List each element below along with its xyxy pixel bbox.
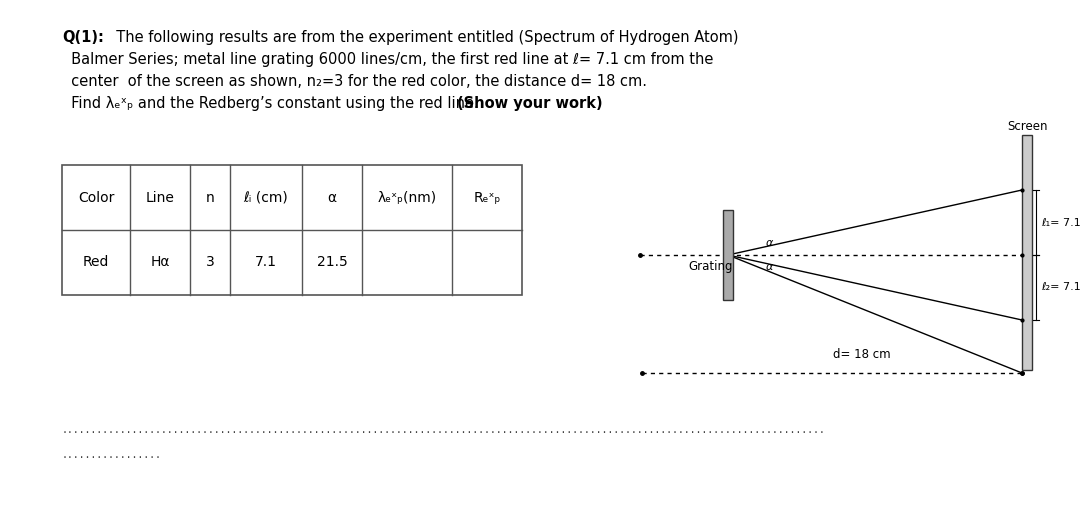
Text: Hα: Hα [150,255,170,270]
Text: α: α [766,238,773,248]
Text: center  of the screen as shown, n₂=3 for the red color, the distance d= 18 cm.: center of the screen as shown, n₂=3 for … [62,74,647,89]
Text: λₑˣₚ(nm): λₑˣₚ(nm) [377,191,436,204]
Text: 7.1: 7.1 [255,255,276,270]
Text: α: α [327,191,337,204]
Text: Color: Color [78,191,114,204]
Bar [62,165,522,295]
Bar [1022,135,1032,370]
Text: ................................................................................: ........................................… [62,425,826,435]
Text: The following results are from the experiment entitled (Spectrum of Hydrogen Ato: The following results are from the exper… [107,30,739,45]
Text: Red: Red [83,255,109,270]
Text: Find λₑˣₚ and the Redberg’s constant using the red line.: Find λₑˣₚ and the Redberg’s constant usi… [62,96,484,111]
Text: 21.5: 21.5 [316,255,348,270]
Text: ℓ₁= 7.1cm: ℓ₁= 7.1cm [1041,218,1080,227]
Text: 3: 3 [205,255,214,270]
Text: n: n [205,191,214,204]
Text: d= 18 cm: d= 18 cm [833,348,891,361]
Text: Line: Line [146,191,175,204]
Bar [723,210,733,300]
Text: Rₑˣₚ: Rₑˣₚ [473,191,501,204]
Text: Balmer Series; metal line grating 6000 lines/cm, the first red line at ℓ= 7.1 cm: Balmer Series; metal line grating 6000 l… [62,52,714,67]
Text: Q(1):: Q(1): [62,30,104,45]
Text: ℓᵢ (cm): ℓᵢ (cm) [244,191,288,204]
Text: Grating: Grating [688,260,732,273]
Text: ℓ₂= 7.1cm: ℓ₂= 7.1cm [1041,282,1080,293]
Text: (Show your work): (Show your work) [457,96,603,111]
Text: .................: ................. [62,450,162,460]
Text: α: α [766,262,773,272]
Text: Screen: Screen [1007,120,1048,133]
